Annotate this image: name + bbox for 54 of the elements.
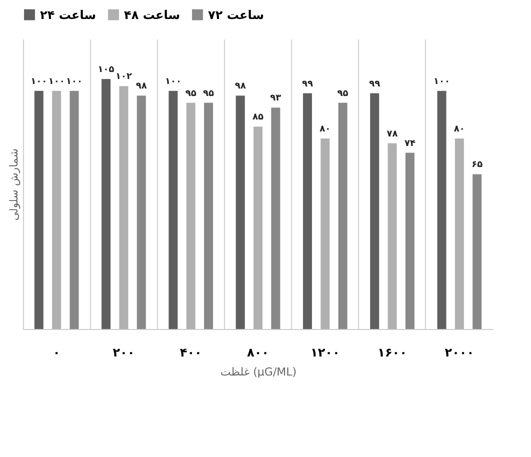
- x-tick-label: ۲۰۰۰: [444, 346, 474, 360]
- data-label: ۸۰: [454, 124, 465, 135]
- data-label: ۷۴: [404, 138, 416, 149]
- data-label: ۹۹: [302, 79, 314, 90]
- bar: [102, 79, 111, 329]
- x-tick-label: ۲۰۰: [112, 346, 135, 360]
- x-tick-label: ۸۰۰: [247, 346, 269, 360]
- data-label: ۹۹: [369, 79, 381, 90]
- bar: [437, 90, 446, 329]
- bar: [405, 152, 414, 329]
- data-label: ۶۵: [472, 160, 484, 170]
- data-label: ۱۰۵: [98, 65, 115, 75]
- x-tick-label: ۱۶۰۰: [378, 346, 407, 360]
- bar: [204, 102, 214, 329]
- data-label: ۱۰۰: [66, 76, 82, 87]
- legend-label: ۲۴ ساعت: [40, 8, 96, 22]
- bar: [338, 102, 348, 329]
- bar: [52, 90, 62, 329]
- bar: [302, 93, 312, 329]
- data-label: ۱۰۲: [115, 72, 132, 82]
- bar: [236, 96, 245, 329]
- data-label: ۹۵: [337, 88, 349, 99]
- bar: [168, 90, 178, 329]
- x-axis-title: غلظت (µG/ML): [220, 366, 297, 378]
- legend-label: ۷۲ ساعت: [208, 8, 264, 22]
- data-label: ۹۸: [136, 82, 148, 92]
- data-label: ۹۸: [234, 82, 246, 92]
- data-label: ۸۰: [320, 124, 331, 135]
- x-tick-label: ۱۲۰۰: [310, 346, 340, 360]
- x-tick-label: ۰: [52, 346, 60, 360]
- legend-label: ۴۸ ساعت: [124, 8, 180, 22]
- bar: [472, 174, 482, 329]
- data-label: ۹۵: [185, 88, 197, 99]
- data-label: ۷۸: [386, 129, 398, 140]
- bar: [271, 108, 280, 329]
- bar: [454, 138, 464, 329]
- bar: [320, 138, 330, 329]
- data-label: ۸۵: [252, 112, 264, 123]
- bar: [70, 90, 79, 329]
- bar: [136, 96, 146, 329]
- bar: [254, 126, 262, 329]
- data-label: ۹۵: [203, 88, 215, 99]
- bar: [119, 86, 128, 329]
- bar: [388, 143, 397, 329]
- x-tick-label: ۴۰۰: [180, 346, 202, 360]
- data-label: ۱۰۰: [434, 76, 450, 87]
- bar: [370, 93, 380, 329]
- y-axis-title: شمارش سلولی: [8, 148, 20, 221]
- bar: [34, 90, 44, 329]
- data-label: ۱۰۰: [164, 76, 182, 87]
- data-label: ۱۰۰: [30, 76, 48, 87]
- data-label: ۱۰۰: [48, 76, 65, 87]
- data-label: ۹۳: [270, 94, 282, 104]
- bar: [186, 102, 196, 329]
